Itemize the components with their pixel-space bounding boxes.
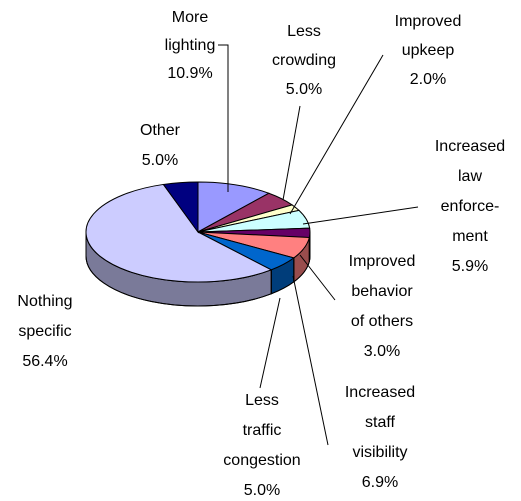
pie-slice — [162, 181, 199, 234]
slice-label: Other — [140, 122, 181, 139]
slice-label-line: upkeep — [402, 42, 455, 59]
value-label: 5.9% — [452, 258, 488, 275]
slice-label-line: Less — [245, 392, 279, 409]
slice-label-line: Improved — [395, 13, 462, 30]
value-label: 5.0% — [244, 482, 280, 499]
slice-label-line: Less — [287, 23, 321, 40]
slice-label-line: behavior — [351, 283, 413, 300]
slice-label-line: visibility — [352, 444, 407, 461]
pie-slice — [197, 181, 270, 233]
slice-label-line: staff — [365, 414, 396, 431]
leader-line — [292, 275, 329, 446]
slice-label-line: More — [172, 9, 209, 26]
pie-sides — [85, 231, 311, 307]
value-label: 10.9% — [167, 65, 212, 82]
leader-line — [259, 297, 281, 389]
slice-label-line: specific — [18, 323, 71, 340]
slice-label-line: crowding — [272, 52, 336, 69]
leader-line — [218, 44, 229, 192]
slice-label-line: Improved — [349, 253, 416, 270]
slice-label: Increased staff visibility — [345, 384, 415, 461]
slice-label-line: law — [458, 168, 482, 185]
slice-label-line: traffic — [243, 422, 282, 439]
slice-label-line: Increased — [435, 138, 505, 155]
leader-line — [302, 206, 419, 225]
leader-line — [289, 54, 384, 215]
value-label: 3.0% — [364, 343, 400, 360]
value-label: 5.0% — [286, 81, 322, 98]
slice-label-line: Nothing — [17, 293, 72, 310]
leader-line — [299, 254, 336, 301]
slice-label: More lighting — [165, 9, 216, 54]
value-label: 5.0% — [142, 152, 178, 169]
pie-slice — [85, 183, 273, 283]
slice-label-line: of others — [351, 313, 413, 330]
value-label: 56.4% — [22, 353, 67, 370]
slice-label: Improved upkeep — [395, 13, 462, 59]
slice-label-line: ment — [452, 228, 488, 245]
slice-label: Improved behavior of others — [349, 253, 416, 330]
value-label: 2.0% — [410, 71, 446, 88]
slice-label: Nothing specific — [17, 293, 72, 340]
slice-label-line: Other — [140, 122, 181, 139]
slice-label-line: Increased — [345, 384, 415, 401]
leader-line — [282, 105, 301, 201]
slice-label: Less crowding — [272, 23, 336, 69]
slice-label: Increased law enforce-ment — [435, 138, 505, 245]
slice-label-line: enforce- — [441, 198, 500, 215]
slice-label-line: congestion — [223, 452, 300, 469]
value-label: 6.9% — [362, 474, 398, 491]
slice-label-line: lighting — [165, 37, 216, 54]
slice-label: Less traffic congestion — [223, 392, 300, 469]
